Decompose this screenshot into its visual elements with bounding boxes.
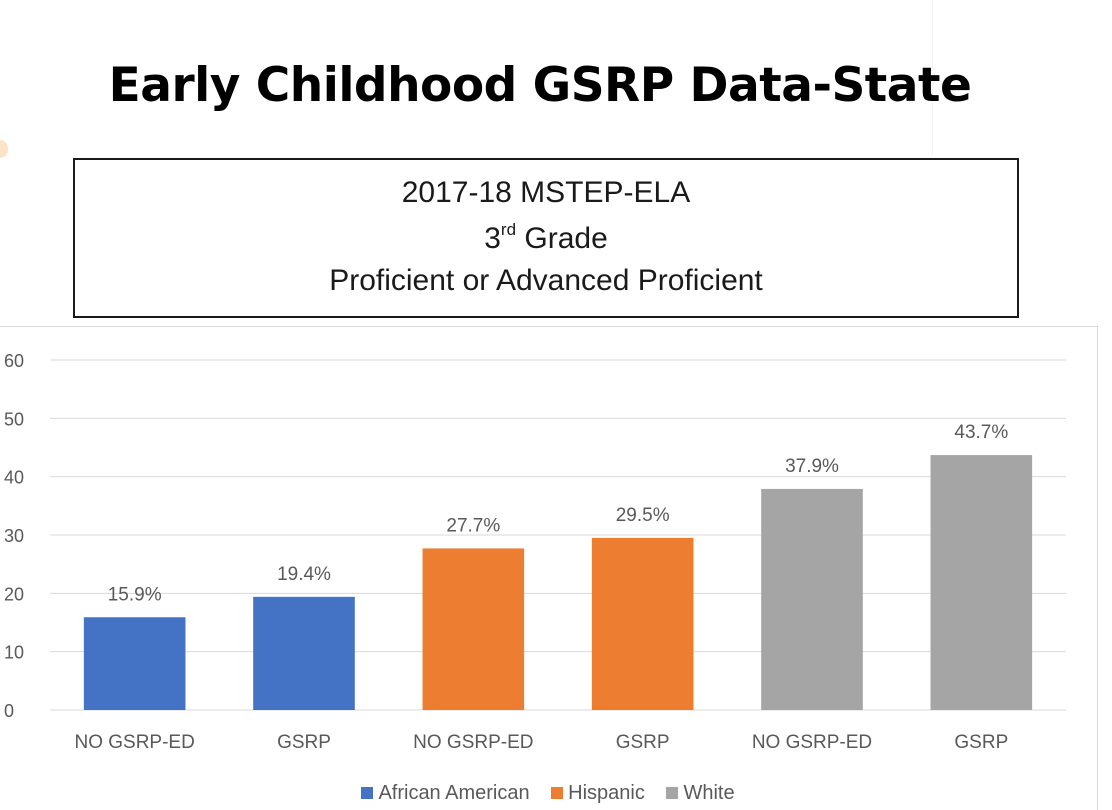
bar-african-american-no-gsrp-ed [83, 617, 186, 710]
x-tick-label: GSRP [277, 732, 331, 753]
legend-swatch-hispanic [551, 787, 564, 799]
x-tick-label: GSRP [954, 732, 1008, 753]
legend-label-hispanic: Hispanic [568, 782, 645, 804]
data-label: 27.7% [446, 515, 500, 536]
data-label: 29.5% [616, 505, 670, 526]
legend-label-white: White [683, 782, 735, 804]
bar-white-no-gsrp-ed [761, 488, 863, 710]
y-tick-label: 60 [4, 351, 24, 371]
chart-legend: African American Hispanic White [0, 782, 1096, 805]
x-tick-label: NO GSRP-ED [413, 732, 533, 753]
bar-white-gsrp [930, 455, 1033, 710]
legend-swatch-african-american [361, 787, 374, 799]
bar-hispanic-gsrp [591, 537, 694, 710]
chart-panel [0, 326, 1098, 810]
legend-item-white: White [666, 782, 735, 805]
y-tick-label: 10 [4, 643, 24, 663]
decorative-accent [0, 140, 8, 158]
x-tick-label: GSRP [616, 732, 670, 753]
data-label: 19.4% [277, 564, 331, 585]
data-label: 43.7% [954, 422, 1008, 443]
slide-title: Early Childhood GSRP Data-State [108, 58, 972, 113]
grade-number: 3 [484, 222, 501, 255]
chart-title-line-2: 3rd Grade [75, 220, 1017, 256]
y-tick-label: 0 [4, 701, 14, 721]
decorative-divider [932, 0, 933, 155]
legend-item-african-american: African American [361, 782, 530, 805]
y-tick-label: 20 [4, 584, 24, 604]
chart-title-line-1: 2017-18 MSTEP-ELA [401, 176, 691, 209]
x-tick-label: NO GSRP-ED [752, 732, 872, 753]
data-label: 15.9% [108, 584, 162, 605]
chart-title-line-3: Proficient or Advanced Proficient [329, 264, 763, 297]
y-tick-label: 50 [4, 409, 24, 429]
y-tick-label: 30 [4, 526, 24, 546]
grade-ordinal-suffix: rd [500, 220, 517, 239]
legend-item-hispanic: Hispanic [551, 782, 645, 805]
bar-african-american-gsrp [253, 596, 355, 710]
y-tick-label: 40 [4, 468, 24, 488]
x-tick-label: NO GSRP-ED [74, 732, 194, 753]
grade-label: Grade [516, 222, 608, 255]
chart-title-box: 2017-18 MSTEP-ELA 3rd Grade Proficient o… [73, 158, 1019, 318]
data-label: 37.9% [785, 456, 839, 477]
legend-swatch-white [666, 787, 679, 799]
bar-hispanic-no-gsrp-ed [422, 548, 525, 710]
legend-label-african-american: African American [378, 782, 530, 804]
